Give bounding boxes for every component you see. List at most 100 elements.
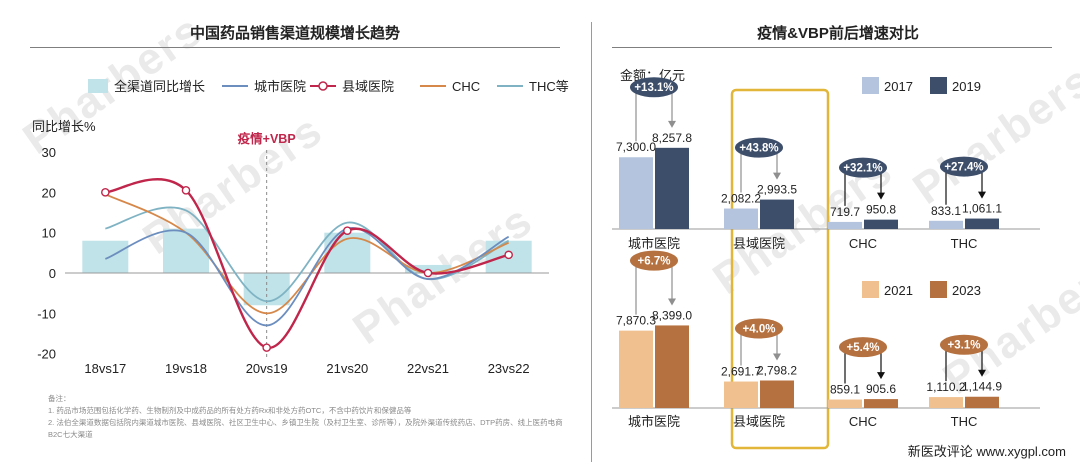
growth-arrowhead <box>877 192 885 200</box>
legend-label: 2019 <box>952 79 981 94</box>
highlight-box-county <box>730 88 830 450</box>
y-tick-label: 10 <box>42 226 56 241</box>
left-chart-title: 中国药品销售渠道规模增长趋势 <box>189 25 400 42</box>
legend-label: 城市医院 <box>254 79 306 94</box>
bar-2017 <box>724 208 758 229</box>
legend-swatch-2017 <box>862 77 879 94</box>
bar-value-label: 833.1 <box>931 204 961 218</box>
bar-2019 <box>655 147 689 229</box>
category-label: 县域医院 <box>733 414 785 429</box>
growth-label: +6.7% <box>638 256 671 268</box>
y-tick-label: 30 <box>42 145 56 160</box>
bar-2019 <box>864 219 898 229</box>
growth-pill <box>630 77 678 98</box>
growth-label: +32.1% <box>843 163 882 175</box>
bar-2021 <box>828 399 862 408</box>
growth-label: +4.0% <box>743 323 776 335</box>
bar-value-label: 2,993.5 <box>757 183 797 197</box>
bar-value-label: 719.7 <box>830 205 860 219</box>
right-chart-title: 疫情&VBP前后增速对比 <box>757 25 919 42</box>
point-county-hospital <box>101 188 110 197</box>
bar-2017 <box>929 220 963 229</box>
bar-all-channel <box>163 228 209 273</box>
bar-value-label: 905.6 <box>866 382 896 396</box>
growth-pill <box>735 318 783 339</box>
growth-label: +43.8% <box>739 143 778 155</box>
growth-arrowhead <box>978 369 986 377</box>
legend-label: 全渠道同比增长 <box>114 79 205 94</box>
bar-2023 <box>864 399 898 408</box>
legend-swatch-2021 <box>862 281 879 298</box>
growth-pill <box>940 334 988 355</box>
y-axis-label: 同比增长% <box>32 119 96 134</box>
growth-pill <box>630 250 678 271</box>
bar-value-label: 1,110.2 <box>926 380 965 394</box>
bar-all-channel <box>82 240 129 273</box>
growth-label: +27.4% <box>944 162 983 174</box>
bar-value-label: 7,300.0 <box>616 140 656 154</box>
bar-value-label: 8,257.8 <box>652 131 692 145</box>
x-tick-label: 20vs19 <box>246 361 288 376</box>
category-label: THC <box>951 414 978 429</box>
legend-swatch-all-channel <box>88 79 108 93</box>
left-title-rule <box>30 47 560 48</box>
bar-2017 <box>828 221 862 229</box>
point-county-hospital <box>262 343 271 352</box>
legend-label: 2023 <box>952 283 981 298</box>
growth-comparison-chart: 金额：亿元 2017 2019 2021 2023 7,300.08,257.8 +13.1… <box>612 68 1040 450</box>
growth-label: +3.1% <box>948 340 981 352</box>
y-tick-label: 20 <box>42 185 56 200</box>
notes: 备注： 1. 药品市场范围包括化学药、生物制剂及中成药品的所有处方药Rx和非处方… <box>48 393 568 441</box>
bar-2021 <box>619 330 653 408</box>
point-county-hospital <box>343 226 352 235</box>
bar-2021 <box>929 397 963 408</box>
growth-pill <box>735 137 783 158</box>
panel-divider <box>591 22 592 462</box>
category-label: CHC <box>849 236 877 251</box>
bar-2021 <box>724 381 758 408</box>
x-tick-label: 19vs18 <box>165 361 207 376</box>
right-title-rule <box>612 47 1052 48</box>
annotation-label: 疫情+VBP <box>238 131 296 146</box>
growth-arrowhead <box>668 298 676 306</box>
growth-label: +13.1% <box>634 82 673 94</box>
line-city-hospital <box>105 227 510 327</box>
x-tick-label: 23vs22 <box>488 361 530 376</box>
bar-2017 <box>619 157 653 229</box>
growth-arrowhead <box>668 120 676 128</box>
growth-pill <box>940 156 988 177</box>
growth-arrowhead <box>773 353 781 361</box>
unit-label: 金额：亿元 <box>620 68 685 83</box>
category-label: CHC <box>849 414 877 429</box>
category-label: 城市医院 <box>628 414 680 429</box>
bar-value-label: 7,870.3 <box>616 314 656 328</box>
bar-value-label: 2,798.2 <box>757 363 797 377</box>
point-county-hospital <box>423 268 433 278</box>
footer-source: 新医改评论 www.xygpl.com <box>907 444 1066 459</box>
legend-label: 2017 <box>884 79 913 94</box>
note-item: 1. 药品市场范围包括化学药、生物制剂及中成药品的所有处方药Rx和非处方药OTC… <box>48 406 412 415</box>
legend-swatch-2019 <box>930 77 947 94</box>
bar-2023 <box>760 380 794 408</box>
growth-label: +5.4% <box>847 342 880 354</box>
bar-value-label: 2,691.7 <box>721 365 761 379</box>
note-item: 2. 法伯全渠道数据包括院内渠道城市医院、县域医院、社区卫生中心、乡镇卫生院（及… <box>48 418 563 439</box>
bar-2019 <box>965 218 999 229</box>
category-label: THC <box>951 236 978 251</box>
y-tick-label: -20 <box>37 347 56 362</box>
bar-value-label: 1,061.1 <box>962 202 1002 216</box>
category-label: 县域医院 <box>733 236 785 251</box>
notes-heading: 备注： <box>48 394 71 403</box>
legend-marker-county <box>318 81 328 91</box>
legend-label: 县域医院 <box>342 79 394 94</box>
category-label: 城市医院 <box>628 236 680 251</box>
bar-2019 <box>760 199 794 229</box>
growth-pill <box>839 337 887 358</box>
growth-arrowhead <box>773 172 781 180</box>
bar-value-label: 859.1 <box>830 383 860 397</box>
legend-label: THC等 <box>529 79 569 94</box>
bar-2023 <box>655 325 689 408</box>
growth-arrowhead <box>877 372 885 380</box>
growth-pill <box>839 157 887 178</box>
